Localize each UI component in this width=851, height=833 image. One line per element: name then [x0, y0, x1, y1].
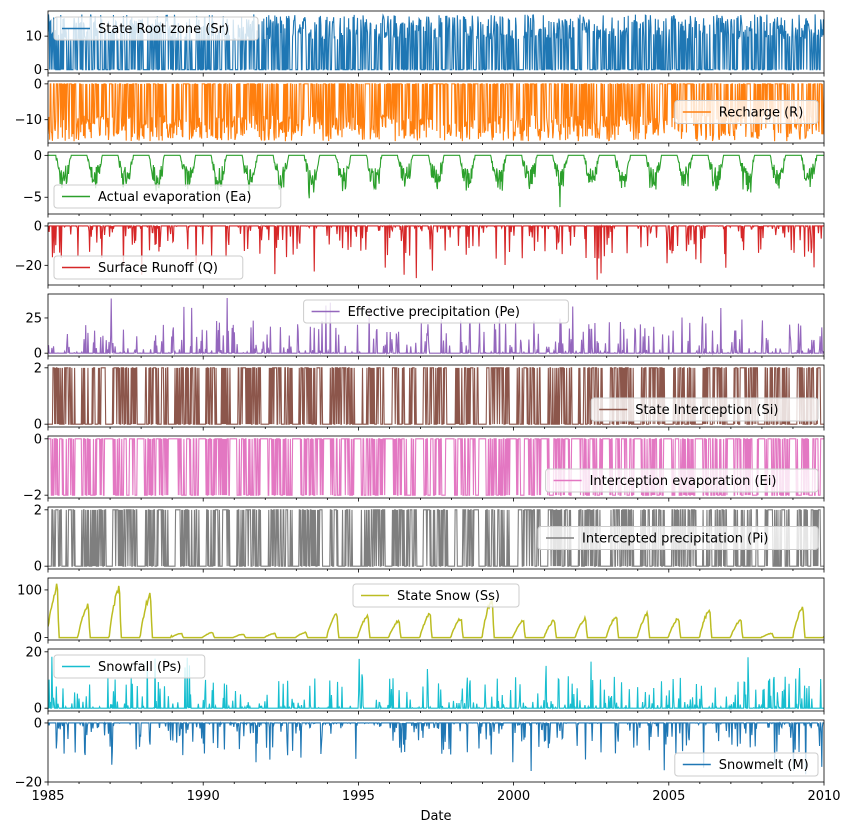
legend-label: Intercepted precipitation (Pi) [582, 532, 768, 547]
y-tick-label: 0 [34, 702, 42, 717]
y-tick-label: 2 [34, 361, 42, 376]
y-tick-label: 0 [34, 149, 42, 164]
panel-3: −5 0 Actual evaporation (Ea) [23, 149, 825, 218]
legend: Effective precipitation (Pe) [303, 299, 569, 324]
y-tick-label: 0 [34, 347, 42, 362]
series-line-5 [48, 298, 824, 356]
series-line-8 [48, 509, 824, 567]
panel-frame [47, 577, 825, 641]
x-axis: 1985 1990 1995 2000 2005 2010 [31, 789, 840, 804]
y-tick-label: −20 [15, 259, 42, 274]
panel-frame [47, 10, 825, 74]
legend-label: Snowfall (Ps) [98, 660, 182, 675]
y-tick-label: 0 [34, 716, 42, 731]
panel-2: −10 0 Recharge (R) [15, 77, 825, 147]
panel-frame [47, 293, 825, 357]
legend-box [352, 583, 520, 608]
panel-7: −2 0 Interception evaporation (Ei) [23, 432, 825, 504]
legend-box [537, 526, 819, 550]
y-tick-label: 0 [34, 77, 42, 92]
legend-label: State Root zone (Sr) [98, 22, 229, 37]
y-tick-label: 100 [17, 583, 42, 598]
series-line-7 [48, 438, 824, 496]
series-line-9 [48, 583, 824, 639]
legend-label: Interception evaporation (Ei) [590, 474, 777, 489]
panel-10: 0 20 Snowfall (Ps) [25, 645, 825, 717]
series-line-3 [48, 154, 824, 208]
legend-label: State Interception (Si) [635, 403, 778, 418]
panel-4: −20 0 Surface Runoff (Q) [15, 219, 825, 289]
legend-box [674, 100, 819, 124]
panel-frame [47, 648, 825, 712]
panel-11: −20 0 Snowmelt (M) [15, 716, 825, 791]
y-tick-label: 25 [25, 311, 42, 326]
series-line-1 [48, 13, 824, 71]
legend-label: Recharge (R) [719, 106, 803, 121]
series-line-6 [48, 367, 824, 425]
x-tick-label: 2005 [652, 789, 685, 804]
legend-label: State Snow (Ss) [397, 589, 500, 604]
y-tick-label: 2 [34, 503, 42, 518]
y-tick-label: 0 [34, 63, 42, 78]
x-tick-label: 1990 [187, 789, 220, 804]
legend-label: Actual evaporation (Ea) [98, 190, 251, 205]
panel-8: 0 2 Intercepted precipitation (Pi) [34, 503, 825, 575]
y-tick-label: −10 [15, 113, 42, 128]
legend-box [545, 468, 819, 493]
y-tick-label: 0 [34, 560, 42, 575]
legend: Intercepted precipitation (Pi) [537, 526, 819, 550]
legend-box [53, 184, 282, 209]
legend-box [303, 299, 569, 324]
series-line-4 [48, 223, 824, 280]
y-tick-label: −20 [15, 776, 42, 791]
x-tick-label: 1995 [342, 789, 375, 804]
series-line-11 [48, 721, 824, 775]
legend: State Root zone (Sr) [53, 16, 259, 41]
x-tick-label: 2010 [807, 789, 840, 804]
panel-frame [47, 222, 825, 286]
legend: Recharge (R) [674, 100, 819, 124]
legend: Actual evaporation (Ea) [53, 184, 282, 209]
panel-frame [47, 435, 825, 499]
y-tick-label: −2 [23, 489, 42, 504]
x-tick-label: 1985 [31, 789, 64, 804]
legend-box [53, 16, 259, 41]
x-tick-label: 2000 [497, 789, 530, 804]
legend-label: Effective precipitation (Pe) [348, 305, 520, 320]
panel-5: 0 25 Effective precipitation (Pe) [25, 293, 825, 362]
legend: Interception evaporation (Ei) [545, 468, 819, 493]
legend: Surface Runoff (Q) [53, 255, 244, 280]
y-tick-label: 0 [34, 631, 42, 646]
y-tick-label: 0 [34, 219, 42, 234]
panel-9: 0 100 State Snow (Ss) [17, 577, 825, 646]
x-axis-label: Date [420, 809, 451, 824]
panel-frame [47, 719, 825, 783]
series-line-10 [48, 656, 824, 711]
y-tick-label: 10 [25, 30, 42, 45]
y-tick-label: 20 [25, 645, 42, 660]
y-tick-label: 0 [34, 418, 42, 433]
legend-box [53, 654, 206, 679]
panel-frame [47, 364, 825, 428]
legend-label: Snowmelt (M) [719, 758, 809, 773]
panel-frame [47, 80, 825, 144]
legend: State Interception (Si) [590, 397, 819, 422]
legend-box [53, 255, 244, 280]
legend: State Snow (Ss) [352, 583, 520, 608]
legend: Snowmelt (M) [674, 752, 819, 777]
legend: Snowfall (Ps) [53, 654, 206, 679]
panel-frame [47, 151, 825, 215]
legend-box [674, 752, 819, 777]
legend-box [590, 397, 819, 422]
y-tick-label: −5 [23, 191, 42, 206]
panel-1: 0 10 State Root zone (Sr) [25, 10, 825, 78]
panel-6: 0 2 State Interception (Si) [34, 361, 825, 433]
y-tick-label: 0 [34, 432, 42, 447]
panel-frame [47, 506, 825, 570]
legend-label: Surface Runoff (Q) [98, 261, 218, 276]
